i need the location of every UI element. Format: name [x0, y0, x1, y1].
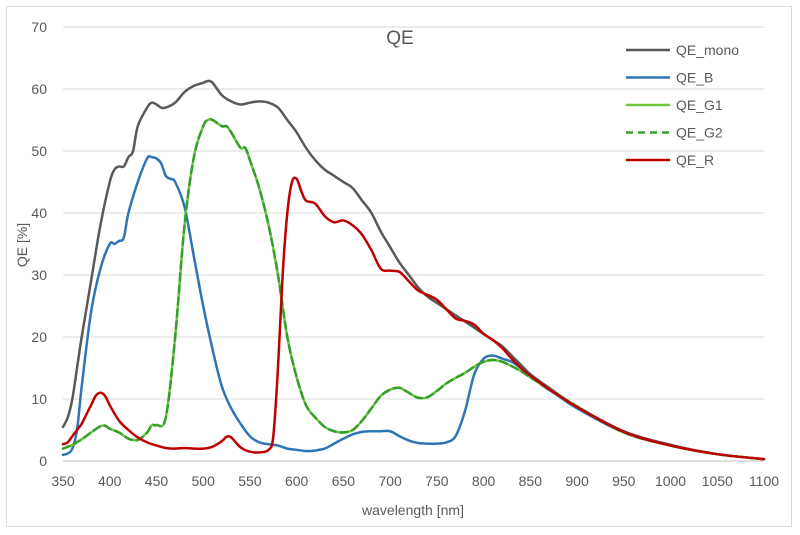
x-tick-label-450: 450 — [145, 473, 169, 489]
legend: QE_mono QE_B QE_G1 QE_G2 QE_R — [626, 42, 739, 168]
legend-label-qe-g1: QE_G1 — [676, 97, 723, 113]
legend-label-qe-r: QE_R — [676, 152, 714, 168]
y-tick-label-50: 50 — [31, 143, 47, 159]
legend-label-qe-b: QE_B — [676, 70, 713, 86]
series-line-qe-b — [61, 154, 766, 461]
x-tick-labels: 350 400 450 500 550 600 650 700 750 800 850 900 950 1… — [51, 473, 779, 489]
x-tick-label-700: 700 — [378, 473, 402, 489]
x-tick-label-900: 900 — [565, 473, 589, 489]
x-tick-label-500: 500 — [192, 473, 216, 489]
x-tick-label-600: 600 — [285, 473, 309, 489]
x-tick-label-650: 650 — [332, 473, 356, 489]
x-axis-label: wavelength [nm] — [361, 502, 464, 518]
legend-label-qe-g2: QE_G2 — [676, 125, 723, 141]
y-tick-label-10: 10 — [31, 391, 47, 407]
y-tick-label-30: 30 — [31, 267, 47, 283]
y-tick-label-20: 20 — [31, 329, 47, 345]
x-tick-label-350: 350 — [51, 473, 75, 489]
x-tick-label-800: 800 — [472, 473, 496, 489]
x-tick-label-850: 850 — [519, 473, 543, 489]
x-tick-label-750: 750 — [425, 473, 449, 489]
chart-title: QE — [386, 28, 413, 49]
x-tick-label-950: 950 — [612, 473, 636, 489]
y-tick-label-40: 40 — [31, 205, 47, 221]
y-axis-label: QE [%] — [14, 223, 30, 267]
series-lines — [61, 79, 766, 461]
y-tick-labels: 0 10 20 30 40 50 60 70 — [31, 19, 47, 469]
x-tick-label-1000: 1000 — [655, 473, 686, 489]
x-tick-label-550: 550 — [238, 473, 262, 489]
grid-lines — [63, 26, 764, 400]
series-line-qe-r — [61, 176, 766, 461]
y-tick-label-70: 70 — [31, 19, 47, 35]
chart-frame — [6, 6, 792, 527]
x-tick-label-1050: 1050 — [702, 473, 733, 489]
legend-label-qe-mono: QE_mono — [676, 42, 739, 58]
series-line-qe-g2 — [61, 117, 766, 461]
x-tick-label-1100: 1100 — [749, 473, 779, 489]
y-tick-label-60: 60 — [31, 81, 47, 97]
x-tick-label-400: 400 — [98, 473, 122, 489]
y-tick-label-0: 0 — [39, 453, 47, 469]
